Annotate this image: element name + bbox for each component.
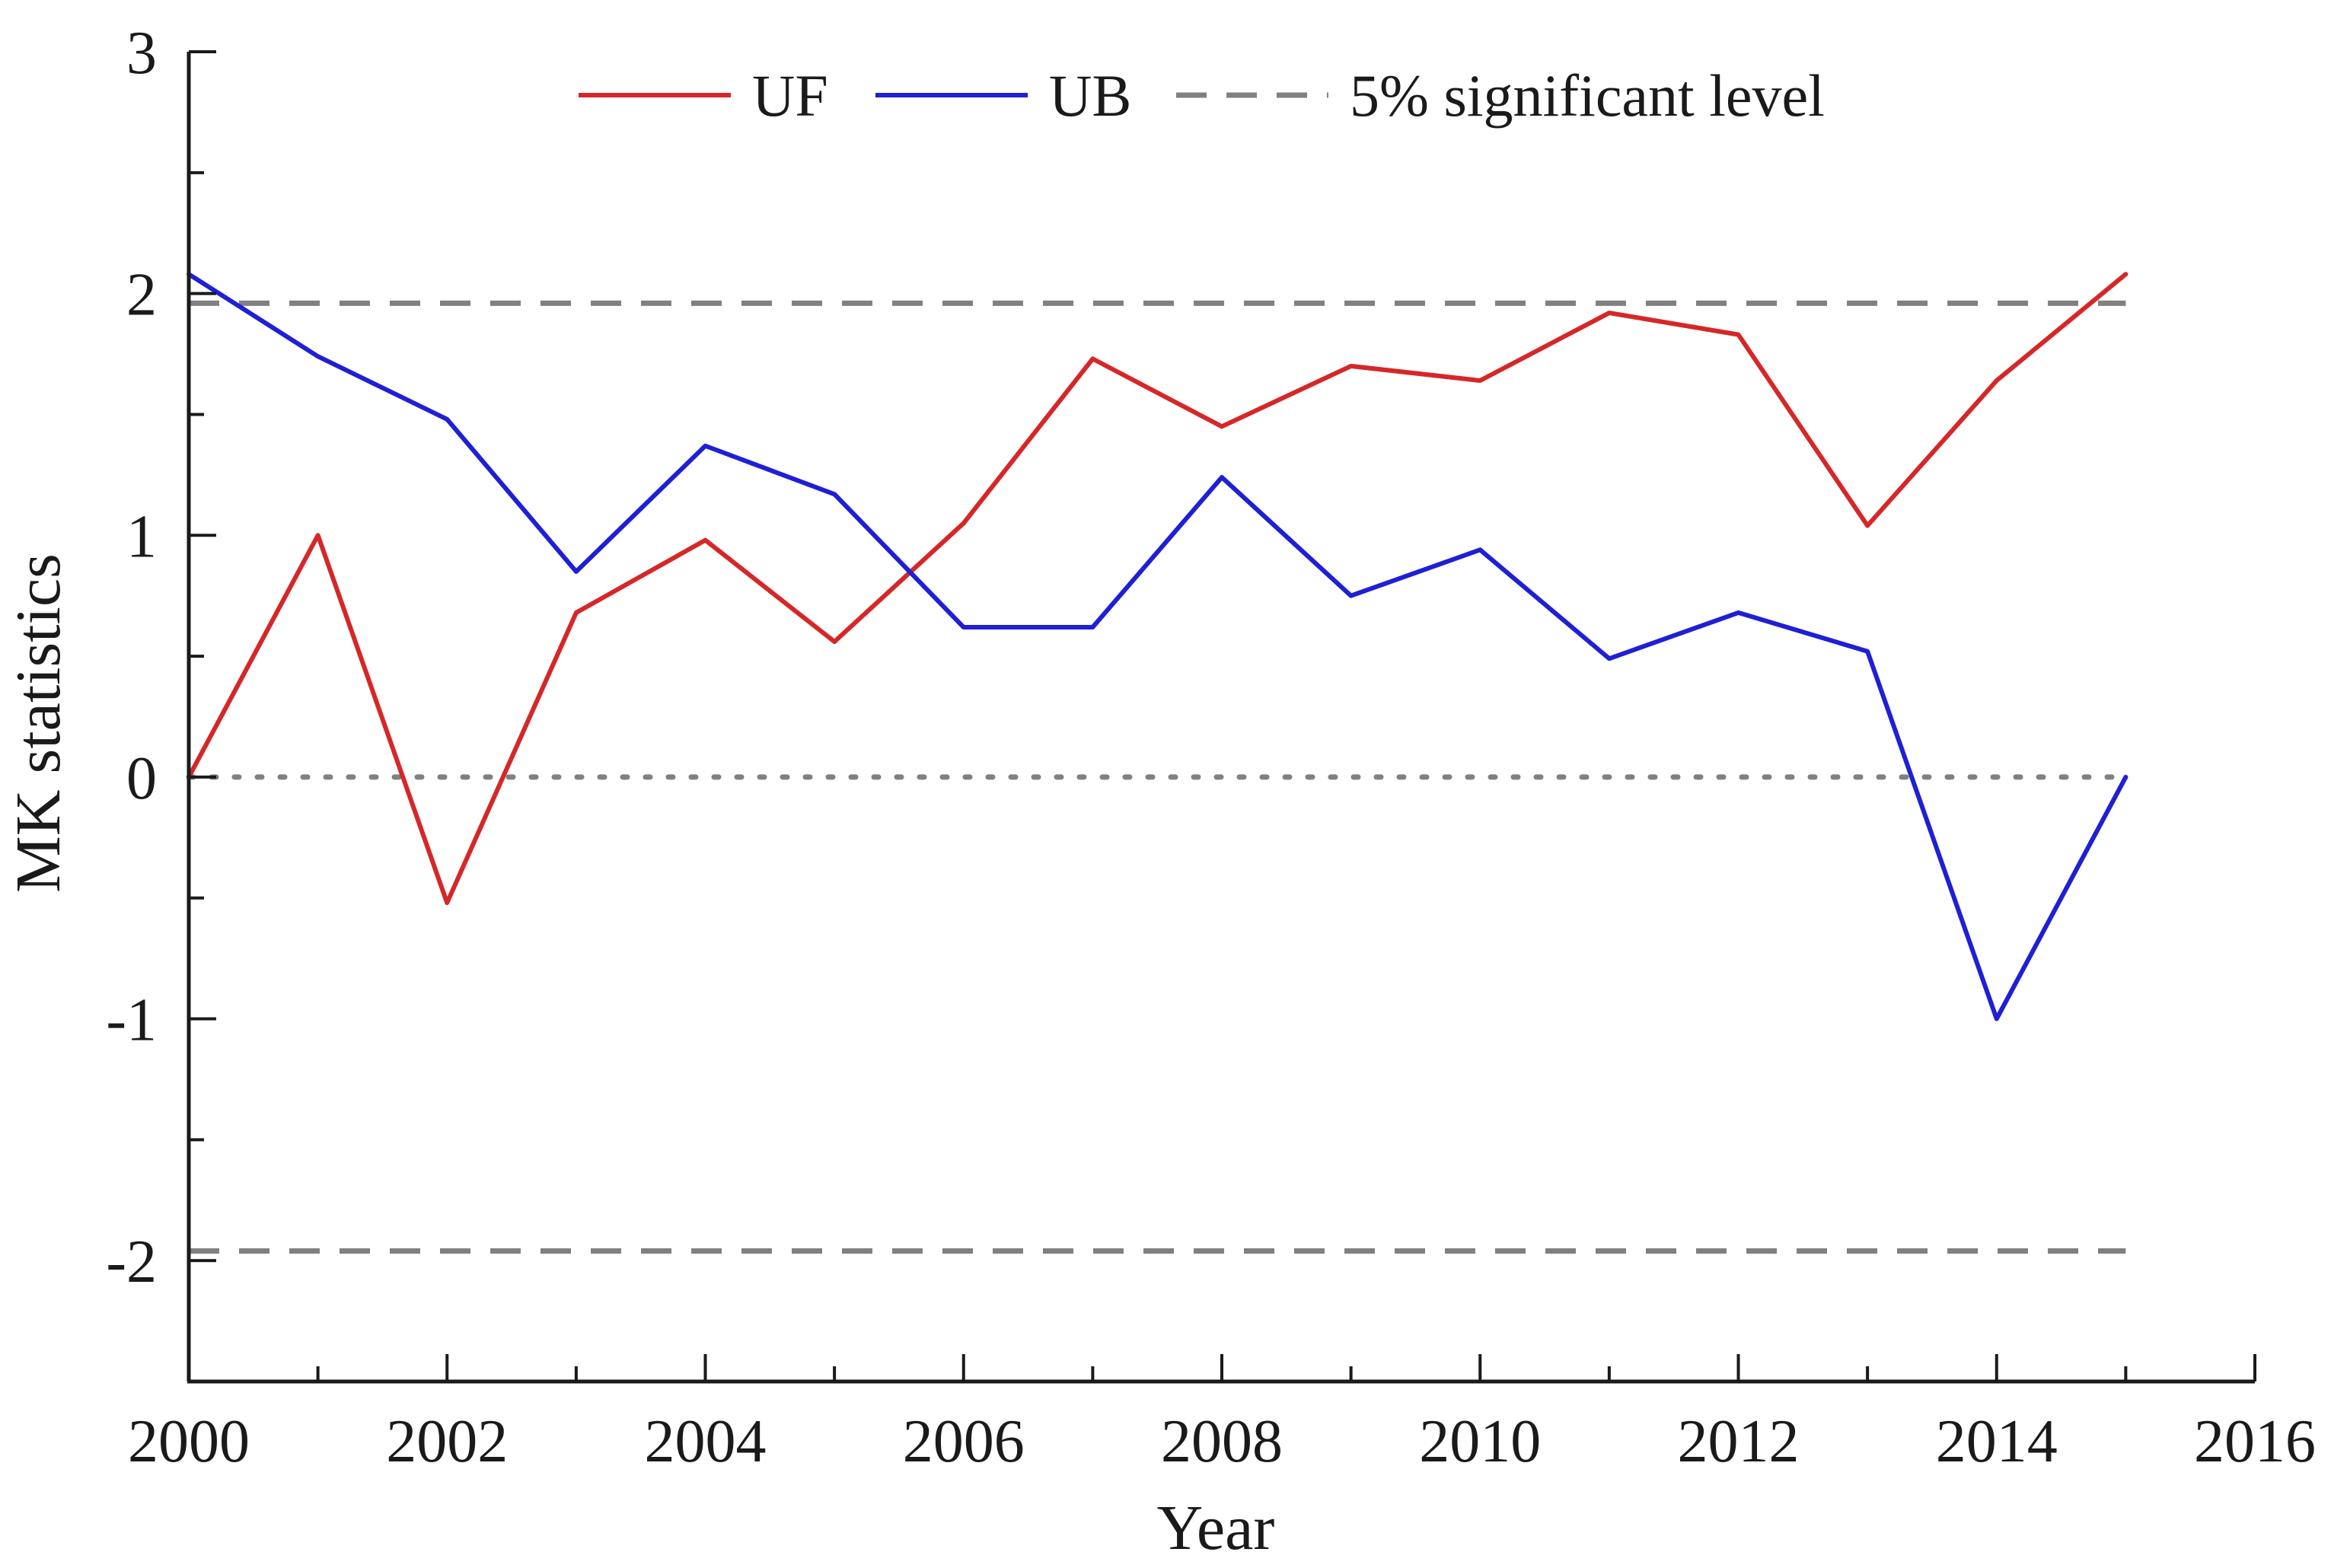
y-tick-label: 1	[126, 503, 157, 570]
legend: UF UB 5% significant level	[579, 62, 1825, 129]
axes	[187, 50, 2256, 1384]
series-line-uf	[187, 272, 2129, 906]
x-tick-label: 2006	[903, 1408, 1025, 1475]
y-tick-label: 2	[126, 262, 157, 329]
reference-lines	[186, 300, 2129, 1254]
x-tick-label: 2010	[1419, 1408, 1541, 1475]
x-tick-label: 2004	[645, 1408, 767, 1475]
tick-labels: -2 -1 0 1 2 3 2000 2002 2004 2006 2008 2010 2012 2014…	[106, 20, 2316, 1475]
y-tick-label: -1	[106, 987, 157, 1054]
x-tick-label: 2016	[2194, 1408, 2316, 1475]
x-tick-label: 2000	[128, 1408, 250, 1475]
y-tick-label: 3	[126, 20, 157, 87]
series-lines	[187, 272, 2129, 1021]
series-line-ub	[187, 272, 2129, 1021]
x-tick-label: 2008	[1161, 1408, 1283, 1475]
y-tick-label: -2	[106, 1229, 157, 1296]
x-tick-label: 2014	[1936, 1408, 2058, 1475]
x-tick-label: 2012	[1678, 1408, 1800, 1475]
legend-label-significance: 5% significant level	[1350, 62, 1825, 129]
x-tick-label: 2002	[386, 1408, 508, 1475]
y-tick-label: 0	[126, 745, 157, 812]
x-axis-title: Year	[1157, 1493, 1275, 1563]
legend-label-uf: UF	[752, 62, 828, 129]
y-axis-title: MK statistics	[3, 553, 74, 893]
legend-label-ub: UB	[1049, 62, 1131, 129]
